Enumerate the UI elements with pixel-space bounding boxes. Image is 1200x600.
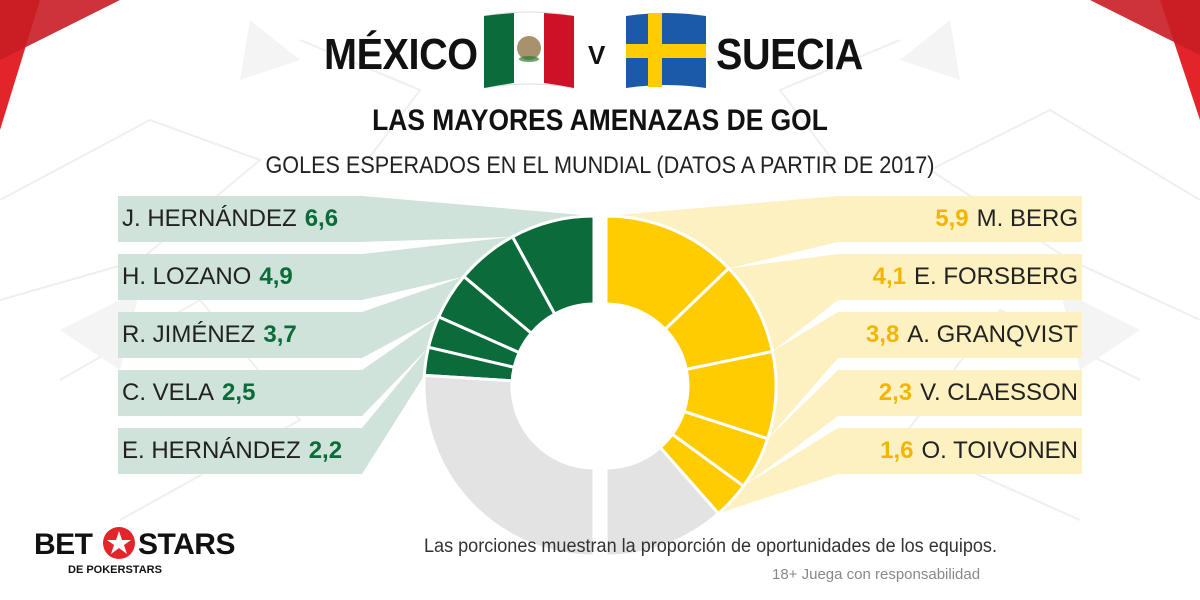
player-name: O. TOIVONEN bbox=[921, 437, 1078, 464]
connector-band bbox=[743, 370, 838, 487]
chart-footnote: Las porciones muestran la proporción de … bbox=[424, 536, 997, 557]
player-xg-value: 2,3 bbox=[878, 379, 913, 406]
versus-label: V bbox=[588, 40, 606, 70]
donut-remainder-slice bbox=[604, 445, 721, 558]
player-name: J. HERNÁNDEZ bbox=[122, 205, 297, 232]
chart-subtitle: GOLES ESPERADOS EN EL MUNDIAL (DATOS A P… bbox=[265, 152, 935, 179]
player-row: J. HERNÁNDEZ 6,6 bbox=[118, 196, 338, 242]
player-name: C. VELA bbox=[122, 379, 215, 406]
player-xg-value: 1,6 bbox=[880, 437, 914, 464]
player-name: A. GRANQVIST bbox=[907, 321, 1078, 348]
label-band bbox=[838, 370, 1082, 416]
label-band bbox=[118, 196, 362, 242]
team-mexico-title: MÉXICO bbox=[324, 30, 478, 79]
player-xg-value: 4,9 bbox=[259, 263, 293, 290]
player-name: V. CLAESSON bbox=[920, 379, 1078, 406]
player-name: R. JIMÉNEZ bbox=[122, 321, 256, 348]
connector-band bbox=[362, 316, 439, 416]
label-band bbox=[118, 428, 362, 474]
label-band bbox=[118, 254, 362, 300]
label-band bbox=[118, 370, 362, 416]
label-band bbox=[118, 312, 362, 358]
label-band bbox=[838, 254, 1082, 300]
team-sweden-title: SUECIA bbox=[716, 30, 863, 79]
player-row: R. JIMÉNEZ 3,7 bbox=[118, 312, 297, 358]
sweden-flag-icon bbox=[626, 13, 706, 88]
connector-band bbox=[362, 347, 429, 474]
player-row: E. HERNÁNDEZ 2,2 bbox=[118, 428, 342, 474]
logo-text-stars: STARS bbox=[138, 528, 235, 561]
connector-band bbox=[728, 254, 838, 352]
star-logo-icon bbox=[103, 527, 135, 559]
betstars-logo: BET STARS DE POKERSTARS bbox=[34, 527, 235, 584]
chart-title: LAS MAYORES AMENAZAS DE GOL bbox=[372, 104, 828, 137]
player-row: C. VELA 2,5 bbox=[118, 370, 255, 416]
player-xg-value: 4,1 bbox=[872, 263, 906, 290]
connector-band bbox=[718, 428, 838, 514]
player-xg-value: 2,2 bbox=[308, 437, 343, 464]
connector-band bbox=[362, 276, 464, 358]
donut-remainder-slice bbox=[422, 373, 596, 558]
logo-text-bet: BET bbox=[34, 528, 93, 561]
player-row: 4,1 E. FORSBERG bbox=[873, 254, 1082, 300]
mexico-flag-icon bbox=[484, 11, 574, 89]
player-row: 2,3 V. CLAESSON bbox=[879, 370, 1082, 416]
player-row: 5,9 M. BERG bbox=[935, 196, 1082, 242]
logo-subtext: DE POKERSTARS bbox=[68, 564, 162, 576]
player-name: M. BERG bbox=[976, 205, 1078, 232]
player-xg-value: 5,9 bbox=[935, 205, 969, 232]
player-row: H. LOZANO 4,9 bbox=[118, 254, 293, 300]
responsibility-notice: 18+ Juega con responsabilidad bbox=[772, 566, 981, 583]
connector-band bbox=[362, 236, 513, 300]
player-name: H. LOZANO bbox=[122, 263, 252, 290]
player-xg-value: 3,7 bbox=[263, 321, 297, 348]
label-band bbox=[838, 196, 1082, 242]
label-band bbox=[838, 312, 1082, 358]
connector-band bbox=[767, 312, 838, 439]
player-xg-value: 6,6 bbox=[304, 205, 339, 232]
connector-band bbox=[606, 196, 838, 269]
player-xg-value: 2,5 bbox=[222, 379, 256, 406]
player-row: 3,8 A. GRANQVIST bbox=[866, 312, 1082, 358]
player-xg-value: 3,8 bbox=[865, 321, 900, 348]
player-name: E. HERNÁNDEZ bbox=[122, 437, 301, 464]
player-row: 1,6 O. TOIVONEN bbox=[880, 428, 1082, 474]
player-name: E. FORSBERG bbox=[913, 263, 1078, 290]
label-band bbox=[838, 428, 1082, 474]
